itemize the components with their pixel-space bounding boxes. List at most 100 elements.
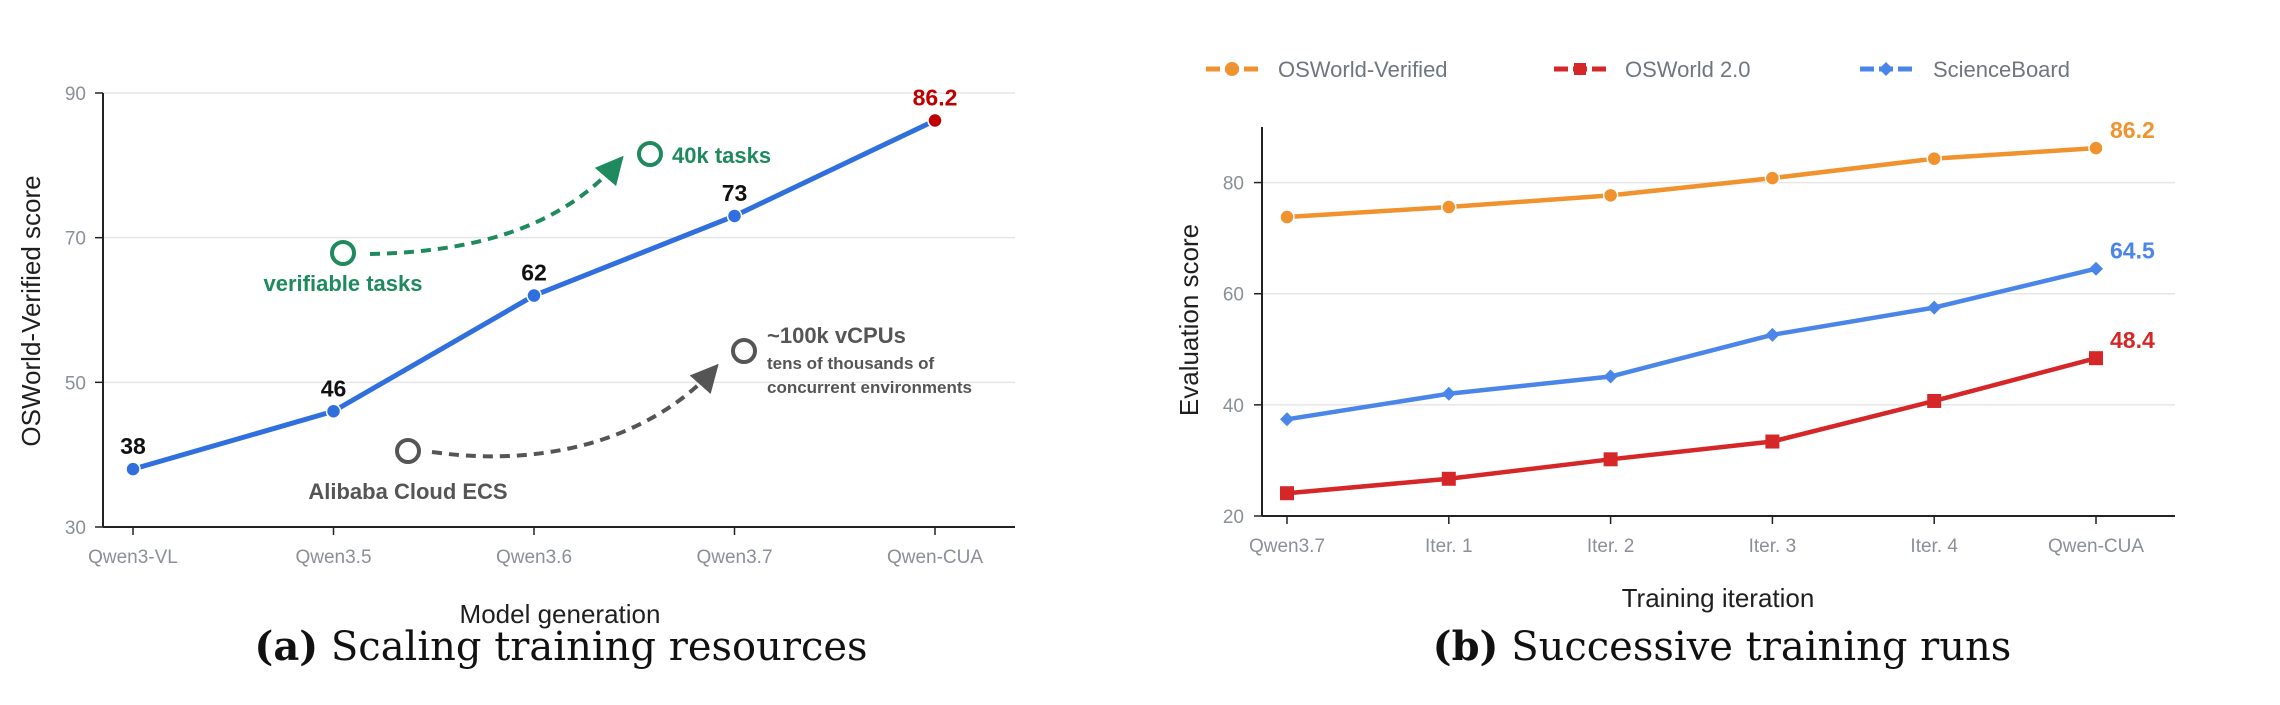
x-tick-label-qwen3-5: Qwen3.5 bbox=[295, 547, 371, 568]
tasks-end-marker bbox=[637, 141, 663, 167]
y-tick-label-30: 30 bbox=[65, 518, 86, 539]
chart-a-series bbox=[125, 112, 943, 477]
chart-b-y-axis-title: Evaluation score bbox=[1174, 224, 1204, 416]
chart-b-x-ticks: Qwen3.7 Iter. 1 Iter. 2 Iter. 3 Iter. 4 Qwen-… bbox=[1249, 516, 2144, 557]
data-point-osworld-2-0-qwen-cua bbox=[2089, 351, 2103, 366]
chart-a-caption-letter: (a) bbox=[254, 623, 318, 670]
chart-a-y-axis-title: OSWorld-Verified score bbox=[16, 175, 46, 446]
chart-b-x-axis-title: Training iteration bbox=[1622, 583, 1815, 613]
tasks-end-label: 40k tasks bbox=[672, 143, 771, 168]
legend-label-osworld-verified: OSWorld-Verified bbox=[1278, 57, 1448, 82]
x-tick-label-qwen3-7: Qwen3.7 bbox=[1249, 536, 1325, 557]
end-label-osworld-2-0: 48.4 bbox=[2110, 327, 2155, 353]
chart-b-end-labels: 86.2 48.4 64.5 bbox=[2110, 117, 2155, 353]
data-label-qwen-cua: 86.2 bbox=[913, 84, 958, 110]
chart-b-y-ticks: 20 40 60 80 bbox=[1223, 174, 1262, 528]
y-tick-label-50: 50 bbox=[65, 373, 86, 394]
y-tick-label-40: 40 bbox=[1223, 396, 1244, 417]
chart-a-data-labels: 38 46 62 73 86.2 bbox=[120, 84, 957, 459]
x-tick-label-qwen3-6: Qwen3.6 bbox=[496, 547, 572, 568]
x-tick-label-qwen3-7: Qwen3.7 bbox=[696, 547, 772, 568]
legend-item-osworld-verified: OSWorld-Verified bbox=[1206, 57, 1448, 82]
x-tick-label-iter-1: Iter. 1 bbox=[1425, 536, 1473, 557]
data-label-qwen3-6: 62 bbox=[521, 260, 547, 286]
chart-a-gridlines bbox=[103, 92, 1015, 384]
tasks-start-label: verifiable tasks bbox=[264, 271, 423, 296]
data-point-scienceboard-iter-2 bbox=[1603, 369, 1618, 384]
compute-end-label: ~100k vCPUs bbox=[767, 323, 906, 348]
series-line-scienceboard bbox=[1286, 266, 2097, 422]
data-point-osworld-verified-qwen-cua bbox=[2088, 140, 2104, 156]
compute-annotation: Alibaba Cloud ECS ~100k vCPUs tens of th… bbox=[308, 323, 972, 504]
end-label-scienceboard: 64.5 bbox=[2110, 238, 2155, 264]
chart-b-caption-text: Successive training runs bbox=[1511, 624, 2011, 670]
compute-start-marker bbox=[395, 438, 421, 464]
compute-end-sub2: concurrent environments bbox=[767, 378, 972, 397]
x-tick-label-iter-4: Iter. 4 bbox=[1910, 536, 1958, 557]
y-tick-label-70: 70 bbox=[65, 229, 86, 250]
data-point-scienceboard-qwen-cua bbox=[2089, 261, 2103, 276]
y-tick-label-20: 20 bbox=[1223, 507, 1244, 528]
y-tick-label-80: 80 bbox=[1223, 174, 1244, 195]
legend-item-scienceboard: ScienceBoard bbox=[1860, 57, 2070, 82]
data-point-osworld-verified-iter-1 bbox=[1441, 199, 1457, 215]
x-tick-label-qwen-cua: Qwen-CUA bbox=[887, 547, 983, 568]
data-point-qwen3-vl bbox=[125, 461, 141, 477]
data-point-scienceboard-iter-3 bbox=[1765, 327, 1780, 342]
legend-label-osworld-2: OSWorld 2.0 bbox=[1625, 57, 1751, 82]
legend-item-osworld-2: OSWorld 2.0 bbox=[1554, 57, 1751, 82]
x-tick-label-iter-2: Iter. 2 bbox=[1587, 536, 1635, 557]
series-line-osworld-2-0 bbox=[1286, 356, 2097, 496]
y-tick-label-90: 90 bbox=[65, 84, 86, 105]
data-point-scienceboard-iter-1 bbox=[1441, 386, 1456, 401]
data-label-qwen3-7: 73 bbox=[722, 180, 748, 206]
chart-a-x-axis-title: Model generation bbox=[460, 599, 661, 629]
series-line-osworld-verified bbox=[1286, 145, 2097, 220]
data-point-osworld-2-0-qwen3-7 bbox=[1280, 486, 1294, 501]
tasks-start-marker bbox=[330, 240, 356, 266]
chart-a-y-ticks: 30 50 70 90 bbox=[65, 84, 103, 539]
chart-b-legend: OSWorld-Verified OSWorld 2.0 ScienceBoar… bbox=[1206, 57, 2070, 82]
data-point-osworld-2-0-iter-1 bbox=[1441, 471, 1456, 486]
chart-b: OSWorld-Verified OSWorld 2.0 ScienceBoar… bbox=[1174, 57, 2175, 670]
tasks-annotation: verifiable tasks 40k tasks bbox=[264, 141, 771, 296]
chart-a-caption-text: Scaling training resources bbox=[331, 624, 868, 670]
legend-marker-osworld-verified bbox=[1225, 62, 1239, 76]
end-label-osworld-verified: 86.2 bbox=[2110, 117, 2155, 143]
data-point-osworld-verified-iter-2 bbox=[1602, 187, 1619, 204]
data-point-osworld-2-0-iter-4 bbox=[1927, 393, 1942, 408]
data-point-osworld-verified-iter-3 bbox=[1764, 170, 1781, 186]
chart-b-series bbox=[1279, 140, 2104, 501]
data-label-qwen3-vl: 38 bbox=[120, 433, 146, 459]
data-point-qwen3-6 bbox=[526, 287, 542, 304]
tasks-arrow bbox=[369, 155, 624, 256]
chart-a-x-ticks: Qwen3-VL Qwen3.5 Qwen3.6 Qwen3.7 Qwen-CUA bbox=[88, 527, 983, 568]
y-tick-label-60: 60 bbox=[1223, 285, 1244, 306]
chart-b-caption-letter: (b) bbox=[1433, 623, 1499, 670]
compute-start-label: Alibaba Cloud ECS bbox=[308, 479, 507, 504]
x-tick-label-qwen-cua: Qwen-CUA bbox=[2048, 536, 2144, 557]
legend-marker-scienceboard bbox=[1879, 62, 1893, 76]
data-point-osworld-2-0-iter-3 bbox=[1765, 434, 1780, 449]
compute-end-marker bbox=[731, 338, 757, 364]
x-tick-label-iter-3: Iter. 3 bbox=[1749, 536, 1797, 557]
chart-b-caption: (b) Successive training runs bbox=[1433, 623, 2012, 670]
compute-arrow bbox=[431, 363, 719, 459]
compute-end-sub1: tens of thousands of bbox=[767, 354, 935, 373]
data-point-qwen3-7 bbox=[726, 208, 743, 224]
data-point-osworld-2-0-iter-2 bbox=[1603, 452, 1618, 467]
data-point-scienceboard-qwen3-7 bbox=[1280, 412, 1294, 427]
x-tick-label-qwen3-vl: Qwen3-VL bbox=[88, 547, 178, 568]
chart-b-caption-space bbox=[1498, 624, 1511, 670]
data-point-qwen3-5 bbox=[325, 403, 342, 420]
legend-marker-osworld-2 bbox=[1574, 63, 1586, 75]
data-point-osworld-verified-iter-4 bbox=[1926, 150, 1942, 167]
data-point-osworld-verified-qwen3-7 bbox=[1279, 209, 1295, 225]
data-point-qwen-cua bbox=[927, 112, 943, 129]
data-point-scienceboard-iter-4 bbox=[1927, 300, 1942, 315]
legend-label-scienceboard: ScienceBoard bbox=[1933, 57, 2070, 82]
data-label-qwen3-5: 46 bbox=[321, 375, 347, 401]
chart-a-caption: (a) Scaling training resources bbox=[254, 623, 867, 670]
